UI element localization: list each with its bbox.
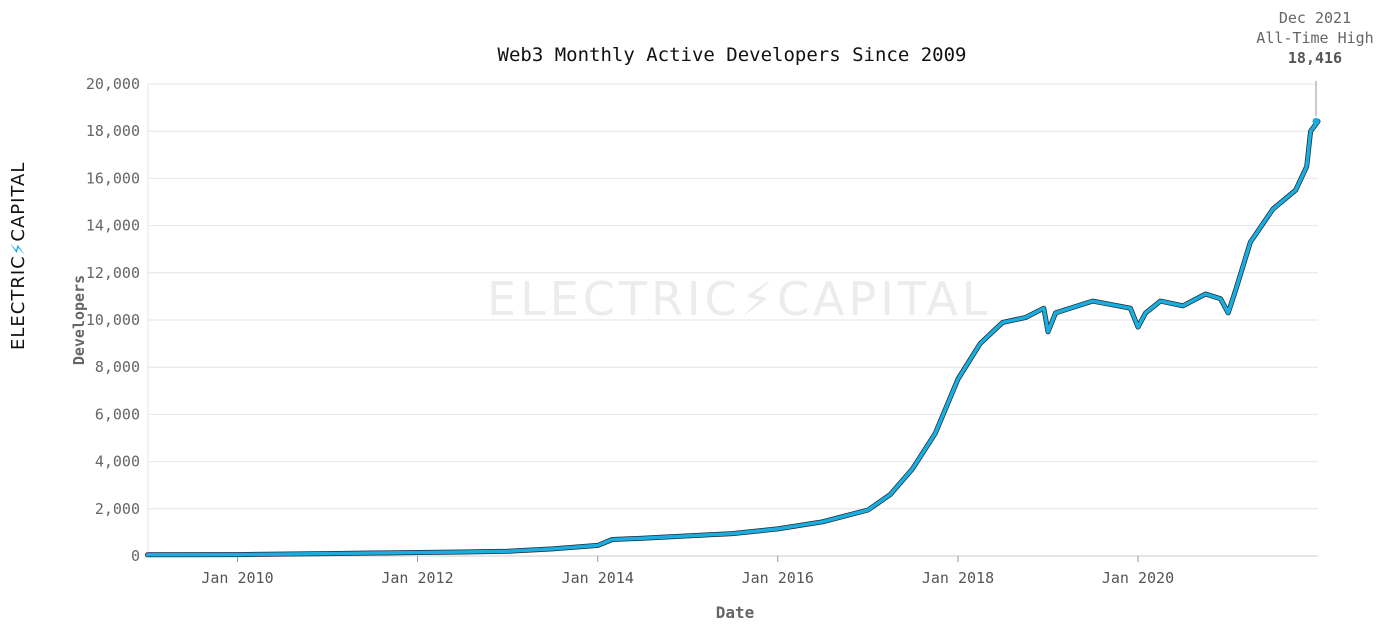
y-tick-label: 2,000: [95, 500, 140, 518]
x-tick-label: Jan 2010: [201, 569, 273, 587]
series-line-shadow: [145, 118, 1321, 558]
watermark-bolt-icon: ⚡︎: [740, 272, 777, 326]
y-tick-label: 16,000: [86, 169, 140, 187]
watermark: ELECTRIC⚡︎CAPITAL: [487, 272, 991, 326]
y-tick-label: 4,000: [95, 453, 140, 471]
x-tick-label: Jan 2016: [742, 569, 814, 587]
ath-text: All-Time High: [1256, 29, 1374, 47]
ath-annotation: Dec 2021 All-Time High 18,416: [1250, 8, 1380, 68]
chart-title: Web3 Monthly Active Developers Since 200…: [497, 44, 967, 66]
watermark-left-text: ELECTRIC: [487, 272, 741, 326]
y-tick-label: 0: [131, 547, 140, 565]
y-tick-label: 12,000: [86, 264, 140, 282]
y-tick-label: 8,000: [95, 358, 140, 376]
ath-value: 18,416: [1287, 49, 1343, 67]
watermark-right-text: CAPITAL: [776, 272, 992, 326]
x-tick-label: Jan 2012: [381, 569, 453, 587]
ath-point: [1312, 117, 1320, 125]
y-tick-label: 18,000: [86, 122, 140, 140]
x-tick-label: Jan 2018: [922, 569, 994, 587]
y-tick-label: 14,000: [86, 217, 140, 235]
y-tick-label: 10,000: [86, 311, 140, 329]
series-line: [145, 119, 1320, 557]
x-axis-label: Date: [715, 603, 755, 622]
x-tick-label: Jan 2014: [562, 569, 634, 587]
y-tick-label: 20,000: [86, 75, 140, 93]
x-tick-label: Jan 2020: [1102, 569, 1174, 587]
y-tick-label: 6,000: [95, 405, 140, 423]
ath-date: Dec 2021: [1278, 9, 1352, 27]
